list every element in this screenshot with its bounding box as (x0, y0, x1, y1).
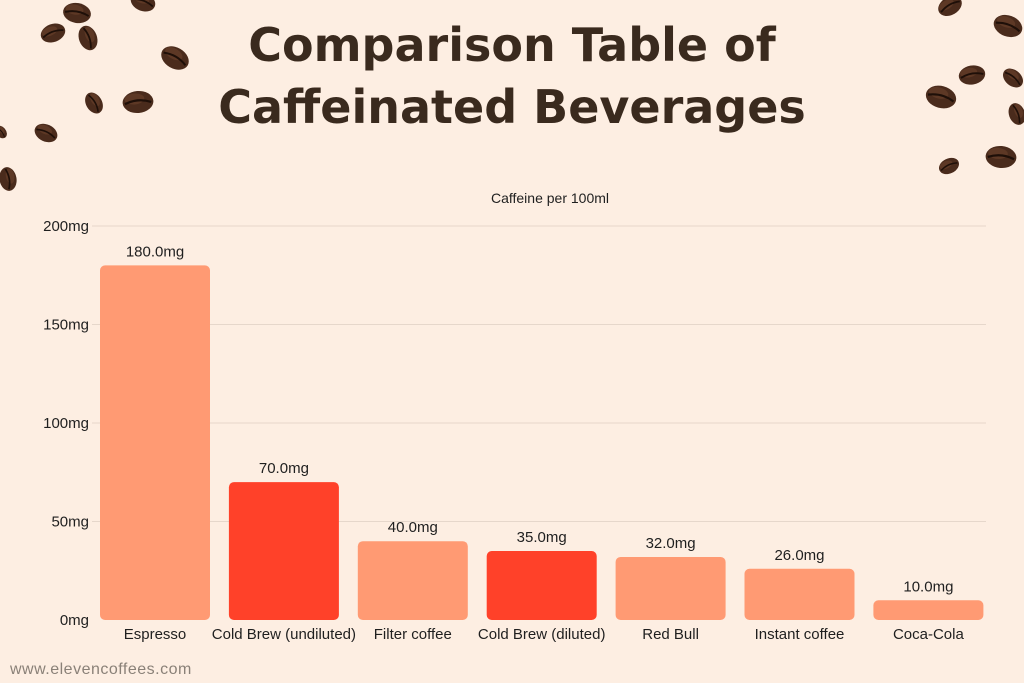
chart-title: Caffeine per 100ml (491, 190, 609, 206)
x-tick-label: Instant coffee (755, 626, 845, 643)
bar (873, 600, 984, 620)
bar-value-label: 35.0mg (517, 529, 567, 546)
bar (100, 265, 210, 620)
bar (228, 482, 339, 620)
page-title: Comparison Table of Caffeinated Beverage… (0, 14, 1024, 138)
y-tick-label: 200mg (43, 218, 89, 235)
bar-value-label: 70.0mg (259, 460, 309, 477)
bar-value-label: 180.0mg (126, 243, 184, 260)
y-tick-label: 0mg (60, 612, 89, 629)
y-tick-label: 100mg (43, 415, 89, 432)
x-tick-label: Cold Brew (undiluted) (212, 626, 356, 643)
bar (357, 541, 468, 620)
website-url: www.elevencoffees.com (10, 661, 192, 678)
bar (615, 556, 726, 620)
y-tick-label: 50mg (51, 514, 89, 531)
bar-value-label: 26.0mg (774, 547, 824, 564)
page-title-line-2: Caffeinated Beverages (218, 80, 806, 134)
y-tick-label: 150mg (43, 317, 89, 334)
bar-value-label: 32.0mg (646, 535, 696, 552)
bar-value-label: 10.0mg (903, 578, 953, 595)
bar-value-label: 40.0mg (388, 519, 438, 536)
x-tick-label: Filter coffee (374, 626, 452, 643)
x-tick-label: Cold Brew (diluted) (478, 626, 606, 643)
bar (486, 551, 597, 620)
x-tick-label: Red Bull (642, 626, 699, 643)
bar (744, 568, 855, 620)
x-tick-label: Coca-Cola (893, 626, 965, 643)
page-title-line-1: Comparison Table of (248, 18, 776, 72)
x-tick-label: Espresso (124, 626, 187, 643)
